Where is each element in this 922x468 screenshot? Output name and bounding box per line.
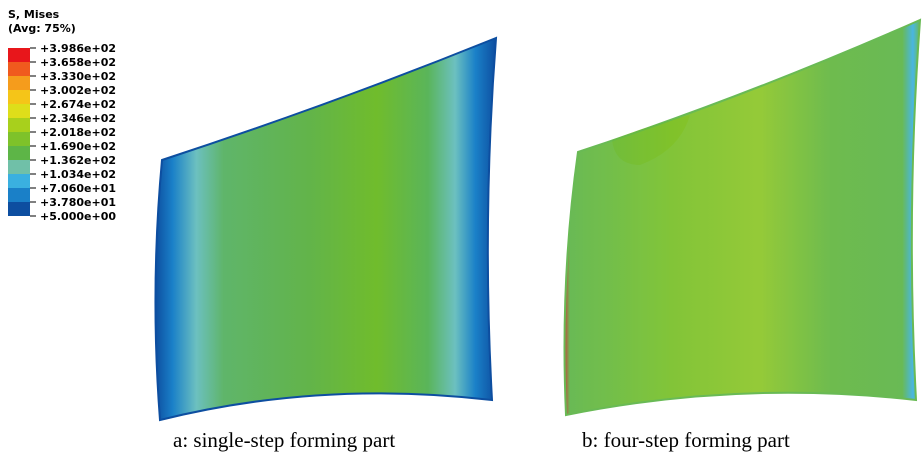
legend-label: +3.002e+02 [40, 84, 116, 97]
caption: b: four-step forming part [582, 428, 790, 452]
legend-label: +7.060e+01 [40, 182, 116, 195]
legend-label: +1.034e+02 [40, 168, 116, 181]
caption: a: single-step forming part [173, 428, 395, 452]
legend-label: +1.362e+02 [40, 154, 116, 167]
part-a [155, 38, 496, 420]
legend-title: S, Mises [8, 8, 60, 21]
legend-label: +2.674e+02 [40, 98, 116, 111]
legend-label: +3.986e+02 [40, 42, 116, 55]
legend-subtitle: (Avg: 75%) [8, 22, 76, 35]
legend-label: +3.330e+02 [40, 70, 116, 83]
legend-label: +1.690e+02 [40, 140, 116, 153]
legend-label: +2.346e+02 [40, 112, 116, 125]
figure: S, Mises (Avg: 75%) a: single-step formi… [0, 0, 922, 468]
legend-label: +3.780e+01 [40, 196, 116, 209]
legend-label: +5.000e+00 [40, 210, 116, 223]
legend-label: +2.018e+02 [40, 126, 116, 139]
legend-swatches [8, 48, 30, 216]
legend-label: +3.658e+02 [40, 56, 116, 69]
part-b [565, 20, 921, 415]
